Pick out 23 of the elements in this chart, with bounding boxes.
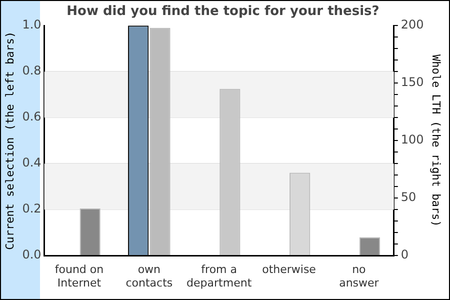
- category-label: found on: [54, 263, 104, 276]
- y-tick-label: 0.0: [22, 248, 42, 262]
- y-tick-label: 0.6: [22, 110, 42, 124]
- category-label: answer: [339, 276, 379, 290]
- y2-axis-title: Whole LTH (the right bars): [430, 54, 443, 227]
- y2-tick-label: 100: [400, 132, 424, 147]
- category-label: department: [186, 276, 252, 290]
- category-label: no: [352, 263, 366, 276]
- chart-title: How did you find the topic for your thesis?: [66, 4, 380, 20]
- category-label: from a: [201, 263, 238, 276]
- category-label: contacts: [126, 276, 173, 290]
- x-tick-label: otherwise: [262, 263, 316, 276]
- y-tick-label: 0.8: [22, 64, 42, 78]
- category-label: own: [138, 263, 161, 276]
- y-tick-label: 0.4: [22, 156, 42, 170]
- y-tick-label: 1.0: [22, 18, 42, 32]
- y-tick-label: 0.2: [22, 202, 42, 216]
- y2-tick-label: 50: [400, 190, 416, 204]
- category-label: Internet: [57, 276, 102, 290]
- y2-tick-label: 0: [400, 248, 409, 262]
- y2-tick-label: 200: [400, 18, 424, 32]
- y-axis-title: Current selection (the left bars): [3, 31, 16, 250]
- y2-tick-label: 150: [400, 75, 424, 90]
